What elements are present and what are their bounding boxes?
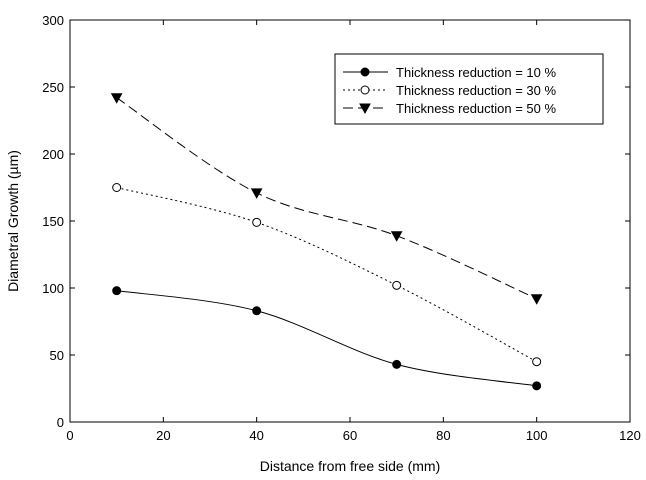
- legend-marker-3: [359, 103, 371, 115]
- series-3-point: [530, 294, 543, 305]
- y-tick-label: 150: [42, 214, 64, 229]
- y-tick-label: 100: [42, 281, 64, 296]
- ticks-layer: 0 20 40 60 80 100 120 0 50 100 150 200 250 300: [42, 13, 641, 443]
- series-1-point: [532, 381, 542, 391]
- legend-box: [334, 53, 604, 125]
- series-1-point: [252, 306, 262, 316]
- series-3-point: [110, 93, 123, 104]
- series-2-point: [112, 183, 122, 192]
- x-tick-label: 60: [343, 428, 357, 443]
- series-2-point: [392, 280, 402, 290]
- series-3: [110, 93, 543, 305]
- x-tick-label: 80: [436, 428, 450, 443]
- series-2-line: [116, 187, 537, 363]
- series-2-point: [252, 217, 262, 227]
- series-2-point: [532, 357, 542, 367]
- series-1-line: [116, 290, 537, 387]
- x-axis-title: Distance from free side (mm): [260, 458, 440, 474]
- series-layer: [110, 93, 543, 391]
- legend-label-2: Thickness reduction = 30 %: [396, 83, 556, 98]
- plot-frame: [69, 19, 631, 423]
- y-axis-title: Diametral Growth (µm): [5, 150, 21, 292]
- series-3-point: [390, 231, 403, 242]
- y-tick-label: 250: [42, 80, 64, 95]
- legend-marker-2: [360, 85, 370, 95]
- y-tick-label: 300: [42, 13, 64, 28]
- x-tick-label: 20: [156, 428, 170, 443]
- series-1-point: [392, 359, 402, 369]
- x-tick-label: 40: [249, 428, 263, 443]
- series-3-point: [250, 188, 263, 199]
- legend-label-3: Thickness reduction = 50 %: [396, 101, 556, 116]
- x-tick-label: 100: [526, 428, 548, 443]
- legend-label-1: Thickness reduction = 10 %: [396, 65, 556, 80]
- y-tick-label: 50: [50, 348, 64, 363]
- series-3-line: [116, 97, 537, 300]
- legend: Thickness reduction = 10 % Thickness redu…: [334, 53, 604, 125]
- y-tick-label: 0: [57, 415, 64, 430]
- x-tick-label: 0: [66, 428, 73, 443]
- legend-marker-1: [360, 67, 370, 77]
- x-tick-label: 120: [619, 428, 641, 443]
- series-2: [112, 183, 542, 367]
- series-1-point: [112, 286, 122, 296]
- series-1: [112, 286, 542, 391]
- y-tick-label: 200: [42, 147, 64, 162]
